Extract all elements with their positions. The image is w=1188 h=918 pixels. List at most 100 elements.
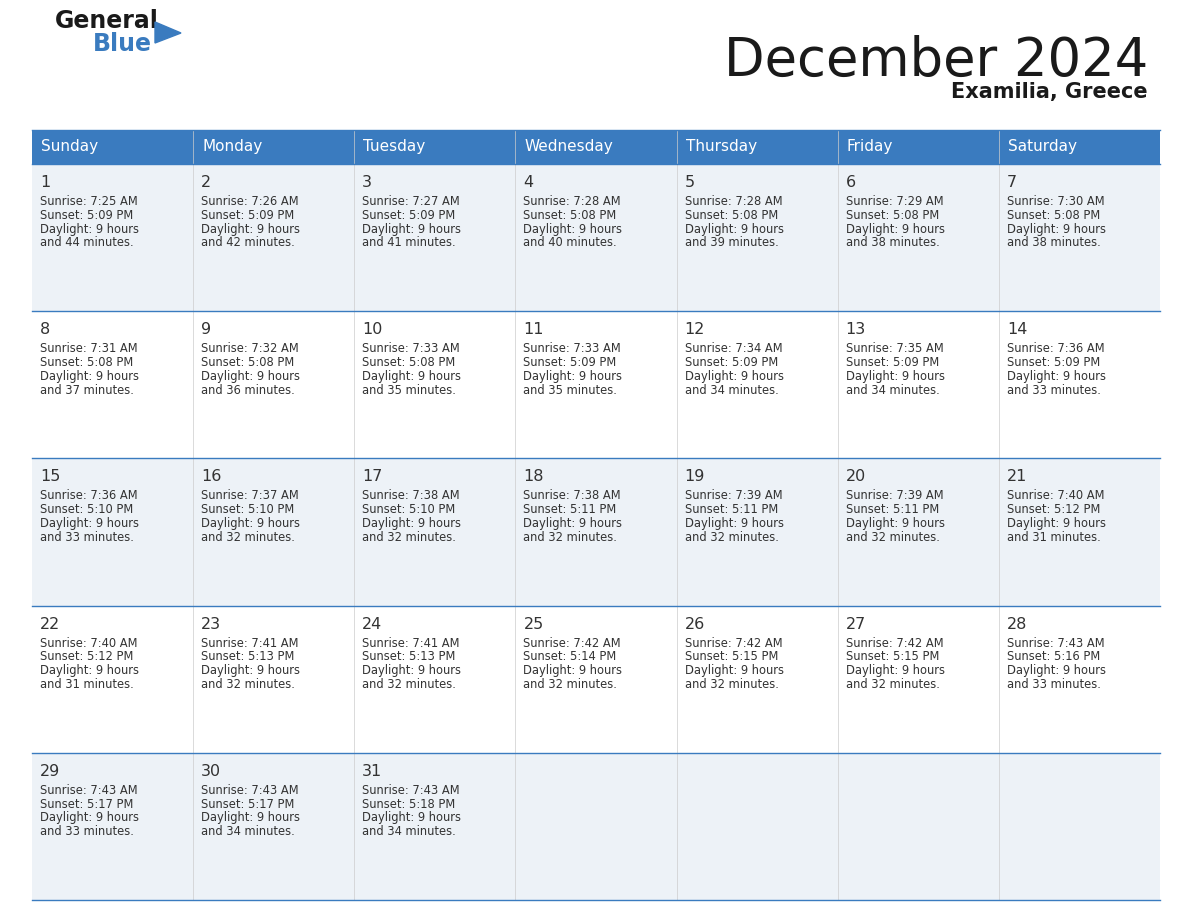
Text: 21: 21 (1007, 469, 1028, 485)
Text: Sunrise: 7:42 AM: Sunrise: 7:42 AM (846, 636, 943, 650)
Text: and 32 minutes.: and 32 minutes. (201, 531, 295, 543)
Text: Daylight: 9 hours: Daylight: 9 hours (846, 665, 944, 677)
Text: Daylight: 9 hours: Daylight: 9 hours (1007, 370, 1106, 383)
Text: Sunrise: 7:27 AM: Sunrise: 7:27 AM (362, 195, 460, 208)
Text: Daylight: 9 hours: Daylight: 9 hours (684, 222, 784, 236)
Bar (32, 311, 1159, 458)
Text: Sunrise: 7:41 AM: Sunrise: 7:41 AM (201, 636, 298, 650)
Text: Sunrise: 7:35 AM: Sunrise: 7:35 AM (846, 342, 943, 355)
Text: Sunset: 5:08 PM: Sunset: 5:08 PM (524, 208, 617, 222)
Text: Sunrise: 7:33 AM: Sunrise: 7:33 AM (524, 342, 621, 355)
Text: Sunset: 5:08 PM: Sunset: 5:08 PM (1007, 208, 1100, 222)
Text: Daylight: 9 hours: Daylight: 9 hours (684, 517, 784, 530)
Text: Daylight: 9 hours: Daylight: 9 hours (846, 222, 944, 236)
Text: Friday: Friday (847, 140, 893, 154)
Text: Daylight: 9 hours: Daylight: 9 hours (362, 370, 461, 383)
Text: Sunset: 5:10 PM: Sunset: 5:10 PM (201, 503, 295, 516)
Text: Wednesday: Wednesday (524, 140, 613, 154)
Text: Daylight: 9 hours: Daylight: 9 hours (40, 665, 139, 677)
Text: Sunrise: 7:34 AM: Sunrise: 7:34 AM (684, 342, 782, 355)
Text: 10: 10 (362, 322, 383, 337)
Text: Sunset: 5:12 PM: Sunset: 5:12 PM (40, 650, 133, 664)
Text: and 39 minutes.: and 39 minutes. (684, 237, 778, 250)
Text: Tuesday: Tuesday (364, 140, 425, 154)
Text: Sunrise: 7:39 AM: Sunrise: 7:39 AM (684, 489, 782, 502)
Text: Daylight: 9 hours: Daylight: 9 hours (362, 665, 461, 677)
Text: 22: 22 (40, 617, 61, 632)
Text: Daylight: 9 hours: Daylight: 9 hours (524, 517, 623, 530)
Text: Thursday: Thursday (685, 140, 757, 154)
Text: 14: 14 (1007, 322, 1028, 337)
Text: Daylight: 9 hours: Daylight: 9 hours (846, 517, 944, 530)
Text: Sunrise: 7:43 AM: Sunrise: 7:43 AM (1007, 636, 1105, 650)
Text: and 38 minutes.: and 38 minutes. (846, 237, 940, 250)
Text: Sunrise: 7:25 AM: Sunrise: 7:25 AM (40, 195, 138, 208)
Text: and 32 minutes.: and 32 minutes. (846, 678, 940, 691)
Text: Daylight: 9 hours: Daylight: 9 hours (1007, 222, 1106, 236)
Text: Daylight: 9 hours: Daylight: 9 hours (201, 222, 301, 236)
Text: 7: 7 (1007, 175, 1017, 190)
Text: 25: 25 (524, 617, 544, 632)
Text: 28: 28 (1007, 617, 1028, 632)
Text: 4: 4 (524, 175, 533, 190)
Text: 26: 26 (684, 617, 704, 632)
Text: Sunrise: 7:26 AM: Sunrise: 7:26 AM (201, 195, 298, 208)
Text: 30: 30 (201, 764, 221, 778)
Text: and 32 minutes.: and 32 minutes. (684, 531, 778, 543)
Text: Sunrise: 7:42 AM: Sunrise: 7:42 AM (684, 636, 782, 650)
Text: Sunset: 5:16 PM: Sunset: 5:16 PM (1007, 650, 1100, 664)
Text: 5: 5 (684, 175, 695, 190)
Text: Daylight: 9 hours: Daylight: 9 hours (201, 812, 301, 824)
Text: Daylight: 9 hours: Daylight: 9 hours (1007, 665, 1106, 677)
Text: Daylight: 9 hours: Daylight: 9 hours (1007, 517, 1106, 530)
Text: 20: 20 (846, 469, 866, 485)
Text: Daylight: 9 hours: Daylight: 9 hours (362, 222, 461, 236)
Text: Sunset: 5:15 PM: Sunset: 5:15 PM (846, 650, 939, 664)
Text: 19: 19 (684, 469, 704, 485)
Text: 15: 15 (40, 469, 61, 485)
Text: Sunset: 5:08 PM: Sunset: 5:08 PM (362, 356, 455, 369)
Text: Sunset: 5:17 PM: Sunset: 5:17 PM (40, 798, 133, 811)
Text: 3: 3 (362, 175, 372, 190)
Text: Daylight: 9 hours: Daylight: 9 hours (201, 370, 301, 383)
Text: and 34 minutes.: and 34 minutes. (684, 384, 778, 397)
Text: 1: 1 (40, 175, 50, 190)
Text: and 37 minutes.: and 37 minutes. (40, 384, 134, 397)
Text: 23: 23 (201, 617, 221, 632)
Text: Sunset: 5:14 PM: Sunset: 5:14 PM (524, 650, 617, 664)
Text: Daylight: 9 hours: Daylight: 9 hours (201, 665, 301, 677)
Text: Sunset: 5:11 PM: Sunset: 5:11 PM (846, 503, 939, 516)
Text: 13: 13 (846, 322, 866, 337)
Text: and 32 minutes.: and 32 minutes. (684, 678, 778, 691)
Text: Sunrise: 7:40 AM: Sunrise: 7:40 AM (40, 636, 138, 650)
Text: and 38 minutes.: and 38 minutes. (1007, 237, 1100, 250)
Polygon shape (154, 22, 181, 43)
Text: and 36 minutes.: and 36 minutes. (201, 384, 295, 397)
Text: Sunrise: 7:32 AM: Sunrise: 7:32 AM (201, 342, 299, 355)
Text: Sunset: 5:15 PM: Sunset: 5:15 PM (684, 650, 778, 664)
Text: Monday: Monday (202, 140, 263, 154)
Text: 17: 17 (362, 469, 383, 485)
Text: Sunrise: 7:43 AM: Sunrise: 7:43 AM (40, 784, 138, 797)
Text: December 2024: December 2024 (723, 35, 1148, 87)
Text: 27: 27 (846, 617, 866, 632)
Text: Sunrise: 7:28 AM: Sunrise: 7:28 AM (524, 195, 621, 208)
Text: and 33 minutes.: and 33 minutes. (40, 531, 134, 543)
Text: Sunset: 5:08 PM: Sunset: 5:08 PM (684, 208, 778, 222)
Text: 31: 31 (362, 764, 383, 778)
Text: 8: 8 (40, 322, 50, 337)
Text: Sunset: 5:13 PM: Sunset: 5:13 PM (201, 650, 295, 664)
Text: Sunrise: 7:30 AM: Sunrise: 7:30 AM (1007, 195, 1105, 208)
Text: and 32 minutes.: and 32 minutes. (362, 531, 456, 543)
Text: Daylight: 9 hours: Daylight: 9 hours (362, 517, 461, 530)
Text: and 44 minutes.: and 44 minutes. (40, 237, 133, 250)
Text: Daylight: 9 hours: Daylight: 9 hours (524, 665, 623, 677)
Text: Sunset: 5:08 PM: Sunset: 5:08 PM (846, 208, 939, 222)
Text: Examilia, Greece: Examilia, Greece (952, 82, 1148, 102)
Text: Sunset: 5:09 PM: Sunset: 5:09 PM (524, 356, 617, 369)
Text: Daylight: 9 hours: Daylight: 9 hours (524, 222, 623, 236)
Text: 2: 2 (201, 175, 211, 190)
Text: and 40 minutes.: and 40 minutes. (524, 237, 617, 250)
Text: and 33 minutes.: and 33 minutes. (1007, 384, 1101, 397)
Text: Sunset: 5:10 PM: Sunset: 5:10 PM (40, 503, 133, 516)
